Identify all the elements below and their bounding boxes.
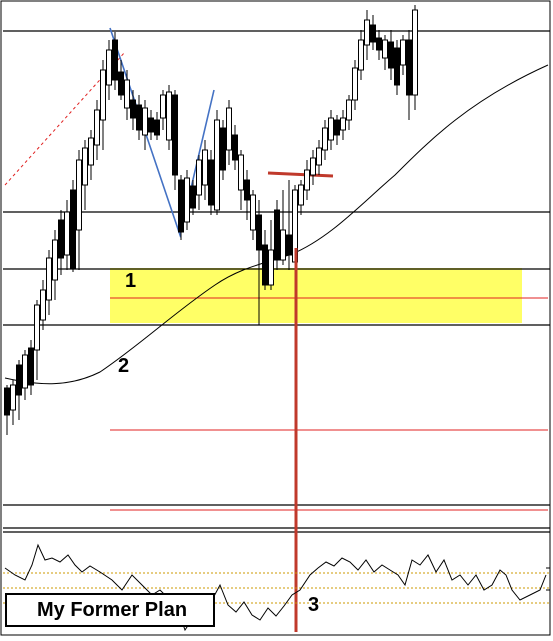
plan-title-box: My Former Plan bbox=[5, 593, 215, 627]
candle-body bbox=[4, 387, 10, 416]
candle-body bbox=[118, 71, 124, 96]
candle-body bbox=[340, 117, 346, 131]
ma-label-2: 2 bbox=[118, 355, 130, 377]
oscillator-ticks bbox=[546, 567, 550, 591]
candle-body bbox=[262, 244, 268, 286]
candle-body bbox=[256, 214, 262, 251]
candle-body bbox=[136, 104, 142, 131]
marker-label-3: 3 bbox=[308, 594, 320, 616]
candle-body bbox=[142, 107, 148, 136]
candle-body bbox=[22, 354, 28, 389]
candle-body bbox=[106, 49, 112, 86]
red-short-level bbox=[267, 171, 334, 178]
candle-body bbox=[244, 179, 250, 201]
candle-body bbox=[406, 39, 412, 96]
candle-body bbox=[52, 239, 58, 281]
candle-body bbox=[16, 364, 22, 396]
candle-body bbox=[382, 39, 388, 59]
candle-body bbox=[214, 119, 220, 211]
candle-body bbox=[94, 109, 100, 146]
candle-body bbox=[322, 127, 328, 151]
candlesticks bbox=[4, 5, 418, 435]
candle-body bbox=[112, 39, 118, 81]
candle-body bbox=[208, 159, 214, 206]
oscillator-line bbox=[4, 543, 547, 632]
candle-body bbox=[166, 91, 172, 141]
candle-body bbox=[202, 149, 208, 186]
candle-body bbox=[412, 9, 418, 96]
candle-body bbox=[280, 229, 286, 261]
blue-zigzag bbox=[109, 27, 215, 238]
candle-body bbox=[310, 157, 316, 176]
candle-body bbox=[76, 159, 82, 231]
candle-body bbox=[40, 289, 46, 321]
zone-label-1: 1 bbox=[125, 270, 137, 292]
candle-body bbox=[58, 219, 64, 259]
candle-body bbox=[34, 304, 40, 351]
candle-body bbox=[64, 211, 70, 256]
candle-body bbox=[100, 69, 106, 121]
candle-body bbox=[388, 41, 394, 69]
candle-body bbox=[226, 107, 232, 151]
candle-body bbox=[370, 24, 376, 43]
candle-body bbox=[184, 177, 190, 223]
oscillator-levels bbox=[3, 572, 550, 604]
candle-body bbox=[82, 147, 88, 186]
candle-body bbox=[358, 39, 364, 71]
candle-body bbox=[352, 67, 358, 101]
candle-body bbox=[196, 159, 202, 196]
plan-title: My Former Plan bbox=[37, 599, 188, 621]
candle-body bbox=[70, 189, 76, 269]
candle-body bbox=[232, 134, 238, 161]
candle-body bbox=[364, 19, 370, 46]
red-levels bbox=[110, 297, 548, 511]
candle-body bbox=[328, 117, 334, 141]
horizontal-levels bbox=[3, 30, 550, 533]
candle-body bbox=[190, 185, 196, 209]
candle-body bbox=[160, 94, 166, 119]
candle-body bbox=[148, 117, 154, 133]
candle-body bbox=[286, 234, 292, 256]
candle-body bbox=[376, 37, 382, 51]
candle-body bbox=[172, 94, 178, 176]
candle-body bbox=[88, 137, 94, 166]
candle-body bbox=[10, 384, 16, 411]
candle-body bbox=[394, 47, 400, 86]
candle-body bbox=[178, 179, 184, 233]
candle-body bbox=[304, 169, 310, 191]
candle-body bbox=[220, 127, 226, 171]
candle-body bbox=[238, 154, 244, 191]
candle-body bbox=[154, 119, 160, 136]
support-zone bbox=[110, 268, 522, 323]
candle-body bbox=[274, 209, 280, 261]
candle-body bbox=[268, 249, 274, 286]
candle-body bbox=[334, 119, 340, 136]
candle-body bbox=[28, 347, 34, 386]
candle-body bbox=[130, 99, 136, 119]
candle-body bbox=[400, 39, 406, 66]
candle-body bbox=[46, 257, 52, 301]
candle-body bbox=[250, 194, 256, 231]
candle-body bbox=[346, 99, 352, 121]
candle-body bbox=[124, 79, 130, 109]
candle-body bbox=[316, 147, 322, 166]
candle-body bbox=[298, 184, 304, 206]
